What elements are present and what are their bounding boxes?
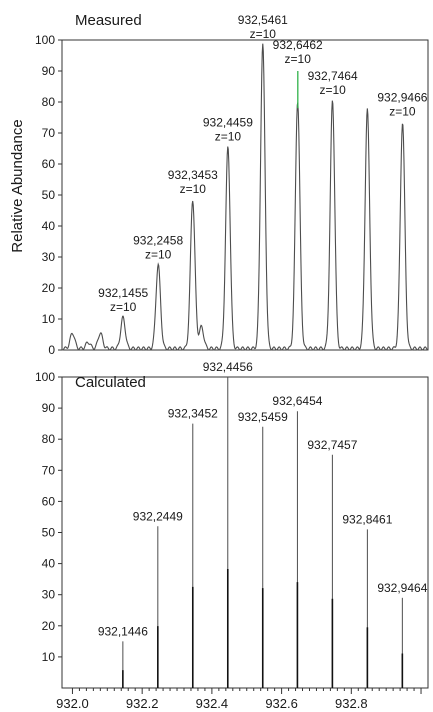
x-tick-label: 932.4 bbox=[196, 696, 229, 711]
stick-mz-label: 932,8461 bbox=[342, 512, 392, 526]
y-tick-label: 30 bbox=[42, 250, 56, 264]
measured-panel: 0102030405060708090100932,1455z=10932,24… bbox=[35, 13, 429, 357]
stick-mz-label: 932,3452 bbox=[168, 407, 218, 421]
stick-mz-label: 932,2449 bbox=[133, 509, 183, 523]
y-tick-label: 50 bbox=[42, 526, 56, 540]
peak-mz-label: 932,4459 bbox=[203, 116, 253, 130]
calculated-panel: 10 20 30 40 50 60 70 80 90 100 932.0 932.2 932.4 932.… bbox=[35, 360, 429, 711]
peak-charge-label: z=10 bbox=[145, 247, 172, 261]
y-tick-label: 100 bbox=[35, 370, 55, 384]
peak-mz-label: 932,1455 bbox=[98, 286, 148, 300]
stick-mz-label: 932,7457 bbox=[307, 438, 357, 452]
peak-charge-label: z=10 bbox=[389, 105, 416, 119]
y-tick-label: 20 bbox=[42, 619, 56, 633]
x-tick-label: 932.2 bbox=[126, 696, 159, 711]
peak-charge-label: z=10 bbox=[215, 130, 242, 144]
peak-charge-label: z=10 bbox=[285, 52, 312, 66]
y-tick-label: 70 bbox=[42, 463, 56, 477]
y-tick-label: 10 bbox=[42, 312, 56, 326]
stick-mz-label: 932,5459 bbox=[238, 410, 288, 424]
y-tick-label: 90 bbox=[42, 64, 56, 78]
x-tick-label: 932.8 bbox=[335, 696, 368, 711]
peak-charge-label: z=10 bbox=[180, 182, 207, 196]
peak-mz-label: 932,2458 bbox=[133, 233, 183, 247]
peak-mz-label: 932,3453 bbox=[168, 168, 218, 182]
y-tick-label: 40 bbox=[42, 219, 56, 233]
y-tick-label: 40 bbox=[42, 557, 56, 571]
y-tick-label: 0 bbox=[48, 343, 55, 357]
y-tick-label: 80 bbox=[42, 432, 56, 446]
stick-mz-label: 932,4456 bbox=[203, 360, 253, 374]
measured-title: Measured bbox=[75, 12, 142, 29]
calculated-title: Calculated bbox=[75, 374, 146, 391]
y-tick-label: 70 bbox=[42, 126, 56, 140]
y-tick-label: 50 bbox=[42, 188, 56, 202]
measured-spectrum-trace bbox=[61, 43, 429, 351]
x-tick-label: 932.6 bbox=[265, 696, 298, 711]
y-tick-label: 60 bbox=[42, 494, 56, 508]
peak-charge-label: z=10 bbox=[319, 83, 346, 97]
peak-mz-label: 932,9466 bbox=[377, 91, 427, 105]
peak-charge-label: z=10 bbox=[250, 27, 277, 41]
y-tick-label: 10 bbox=[42, 650, 56, 664]
y-axis-label: Relative Abundance bbox=[9, 119, 26, 252]
stick-mz-label: 932,1446 bbox=[98, 624, 148, 638]
stick-mz-label: 932,9464 bbox=[377, 581, 427, 595]
y-tick-label: 20 bbox=[42, 281, 56, 295]
y-tick-label: 60 bbox=[42, 157, 56, 171]
peak-mz-label: 932,5461 bbox=[238, 13, 288, 27]
y-tick-label: 90 bbox=[42, 401, 56, 415]
y-tick-label: 100 bbox=[35, 33, 55, 47]
peak-mz-label: 932,6462 bbox=[273, 38, 323, 52]
y-tick-label: 80 bbox=[42, 95, 56, 109]
stick-mz-label: 932,6454 bbox=[272, 394, 322, 408]
x-tick-label: 932.0 bbox=[56, 696, 89, 711]
y-tick-label: 30 bbox=[42, 588, 56, 602]
peak-mz-label: 932,7464 bbox=[308, 69, 358, 83]
peak-charge-label: z=10 bbox=[110, 300, 137, 314]
